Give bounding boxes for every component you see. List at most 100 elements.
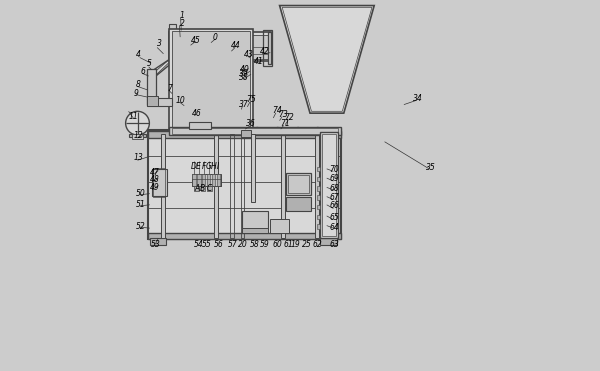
Text: 47: 47 xyxy=(149,168,160,177)
Text: 1: 1 xyxy=(179,12,184,20)
Bar xyxy=(169,24,176,34)
Bar xyxy=(128,134,146,137)
Text: 64: 64 xyxy=(329,223,339,232)
Bar xyxy=(269,219,289,233)
Bar xyxy=(169,29,253,132)
Bar xyxy=(154,168,166,197)
Text: 19: 19 xyxy=(290,240,301,249)
Text: 46: 46 xyxy=(192,109,202,118)
Bar xyxy=(193,174,196,186)
Text: 45: 45 xyxy=(191,36,200,45)
Text: C: C xyxy=(206,184,212,193)
Text: 62: 62 xyxy=(313,240,323,249)
Bar xyxy=(148,131,341,138)
Bar xyxy=(263,30,272,66)
Text: 75: 75 xyxy=(246,95,256,104)
Text: 61: 61 xyxy=(283,240,293,249)
Text: 70: 70 xyxy=(329,165,339,174)
Text: 2: 2 xyxy=(179,19,184,28)
Circle shape xyxy=(214,127,220,133)
Bar xyxy=(172,31,250,129)
Text: 73: 73 xyxy=(278,110,288,119)
Bar xyxy=(317,215,320,219)
Text: 67: 67 xyxy=(329,193,339,202)
Bar xyxy=(200,186,205,191)
Text: 42: 42 xyxy=(260,47,269,56)
Circle shape xyxy=(234,127,240,133)
Text: 71: 71 xyxy=(280,119,290,128)
Text: 43: 43 xyxy=(244,50,254,59)
Text: 53: 53 xyxy=(151,240,161,249)
Text: 54: 54 xyxy=(194,240,204,249)
Text: 5: 5 xyxy=(146,59,151,68)
Text: 0: 0 xyxy=(213,33,218,42)
Text: D: D xyxy=(191,162,196,171)
Circle shape xyxy=(125,111,149,135)
Bar xyxy=(197,174,200,186)
Text: 13: 13 xyxy=(134,153,143,162)
Text: 20: 20 xyxy=(238,240,247,249)
Bar xyxy=(317,224,320,229)
Bar xyxy=(317,205,320,209)
Bar xyxy=(281,134,285,238)
Text: 4: 4 xyxy=(136,50,141,59)
Text: H: H xyxy=(211,162,216,171)
Text: 58: 58 xyxy=(250,240,260,249)
Circle shape xyxy=(193,127,199,133)
Text: 55: 55 xyxy=(202,240,211,249)
Text: 63: 63 xyxy=(329,240,339,249)
Text: 6: 6 xyxy=(141,67,146,76)
Text: 34: 34 xyxy=(413,94,423,103)
Bar xyxy=(194,186,199,191)
Bar xyxy=(315,134,319,238)
Text: 36: 36 xyxy=(246,119,256,128)
Text: E: E xyxy=(196,162,201,171)
Bar xyxy=(242,228,268,233)
Bar xyxy=(320,132,338,238)
Bar xyxy=(286,173,311,195)
Text: A: A xyxy=(194,184,199,193)
Bar xyxy=(191,174,221,186)
Text: F: F xyxy=(202,162,206,171)
Bar xyxy=(172,35,268,59)
Polygon shape xyxy=(147,30,174,80)
Bar xyxy=(147,69,157,105)
Bar xyxy=(169,127,341,135)
Bar xyxy=(317,167,320,171)
Bar xyxy=(202,174,205,186)
Text: 66: 66 xyxy=(329,201,339,210)
Text: 37: 37 xyxy=(239,100,248,109)
Bar xyxy=(161,134,166,238)
Text: 12: 12 xyxy=(134,131,143,140)
Bar xyxy=(169,32,271,61)
Text: 50: 50 xyxy=(136,189,145,198)
Bar xyxy=(172,128,338,134)
Text: 10: 10 xyxy=(176,96,185,105)
Bar xyxy=(286,197,311,211)
Bar xyxy=(288,175,309,193)
Circle shape xyxy=(315,127,321,133)
Bar xyxy=(320,238,337,245)
Text: 25: 25 xyxy=(302,240,311,249)
Text: 38: 38 xyxy=(239,73,249,82)
Bar xyxy=(317,195,320,200)
Bar xyxy=(133,134,143,139)
Bar xyxy=(241,134,244,238)
Text: G: G xyxy=(205,162,211,171)
Bar xyxy=(212,174,215,186)
Text: 72: 72 xyxy=(285,114,295,122)
Text: 60: 60 xyxy=(273,240,283,249)
Polygon shape xyxy=(280,6,374,113)
Bar xyxy=(169,32,176,54)
Bar xyxy=(317,177,320,181)
Bar xyxy=(148,130,341,239)
Bar xyxy=(191,179,221,186)
Bar xyxy=(242,211,268,229)
Bar xyxy=(241,130,251,137)
Text: 41: 41 xyxy=(254,57,263,66)
Text: 11: 11 xyxy=(129,112,139,121)
Bar xyxy=(147,96,158,106)
Bar xyxy=(230,134,234,238)
Bar xyxy=(317,186,320,191)
Text: 40: 40 xyxy=(239,65,249,74)
